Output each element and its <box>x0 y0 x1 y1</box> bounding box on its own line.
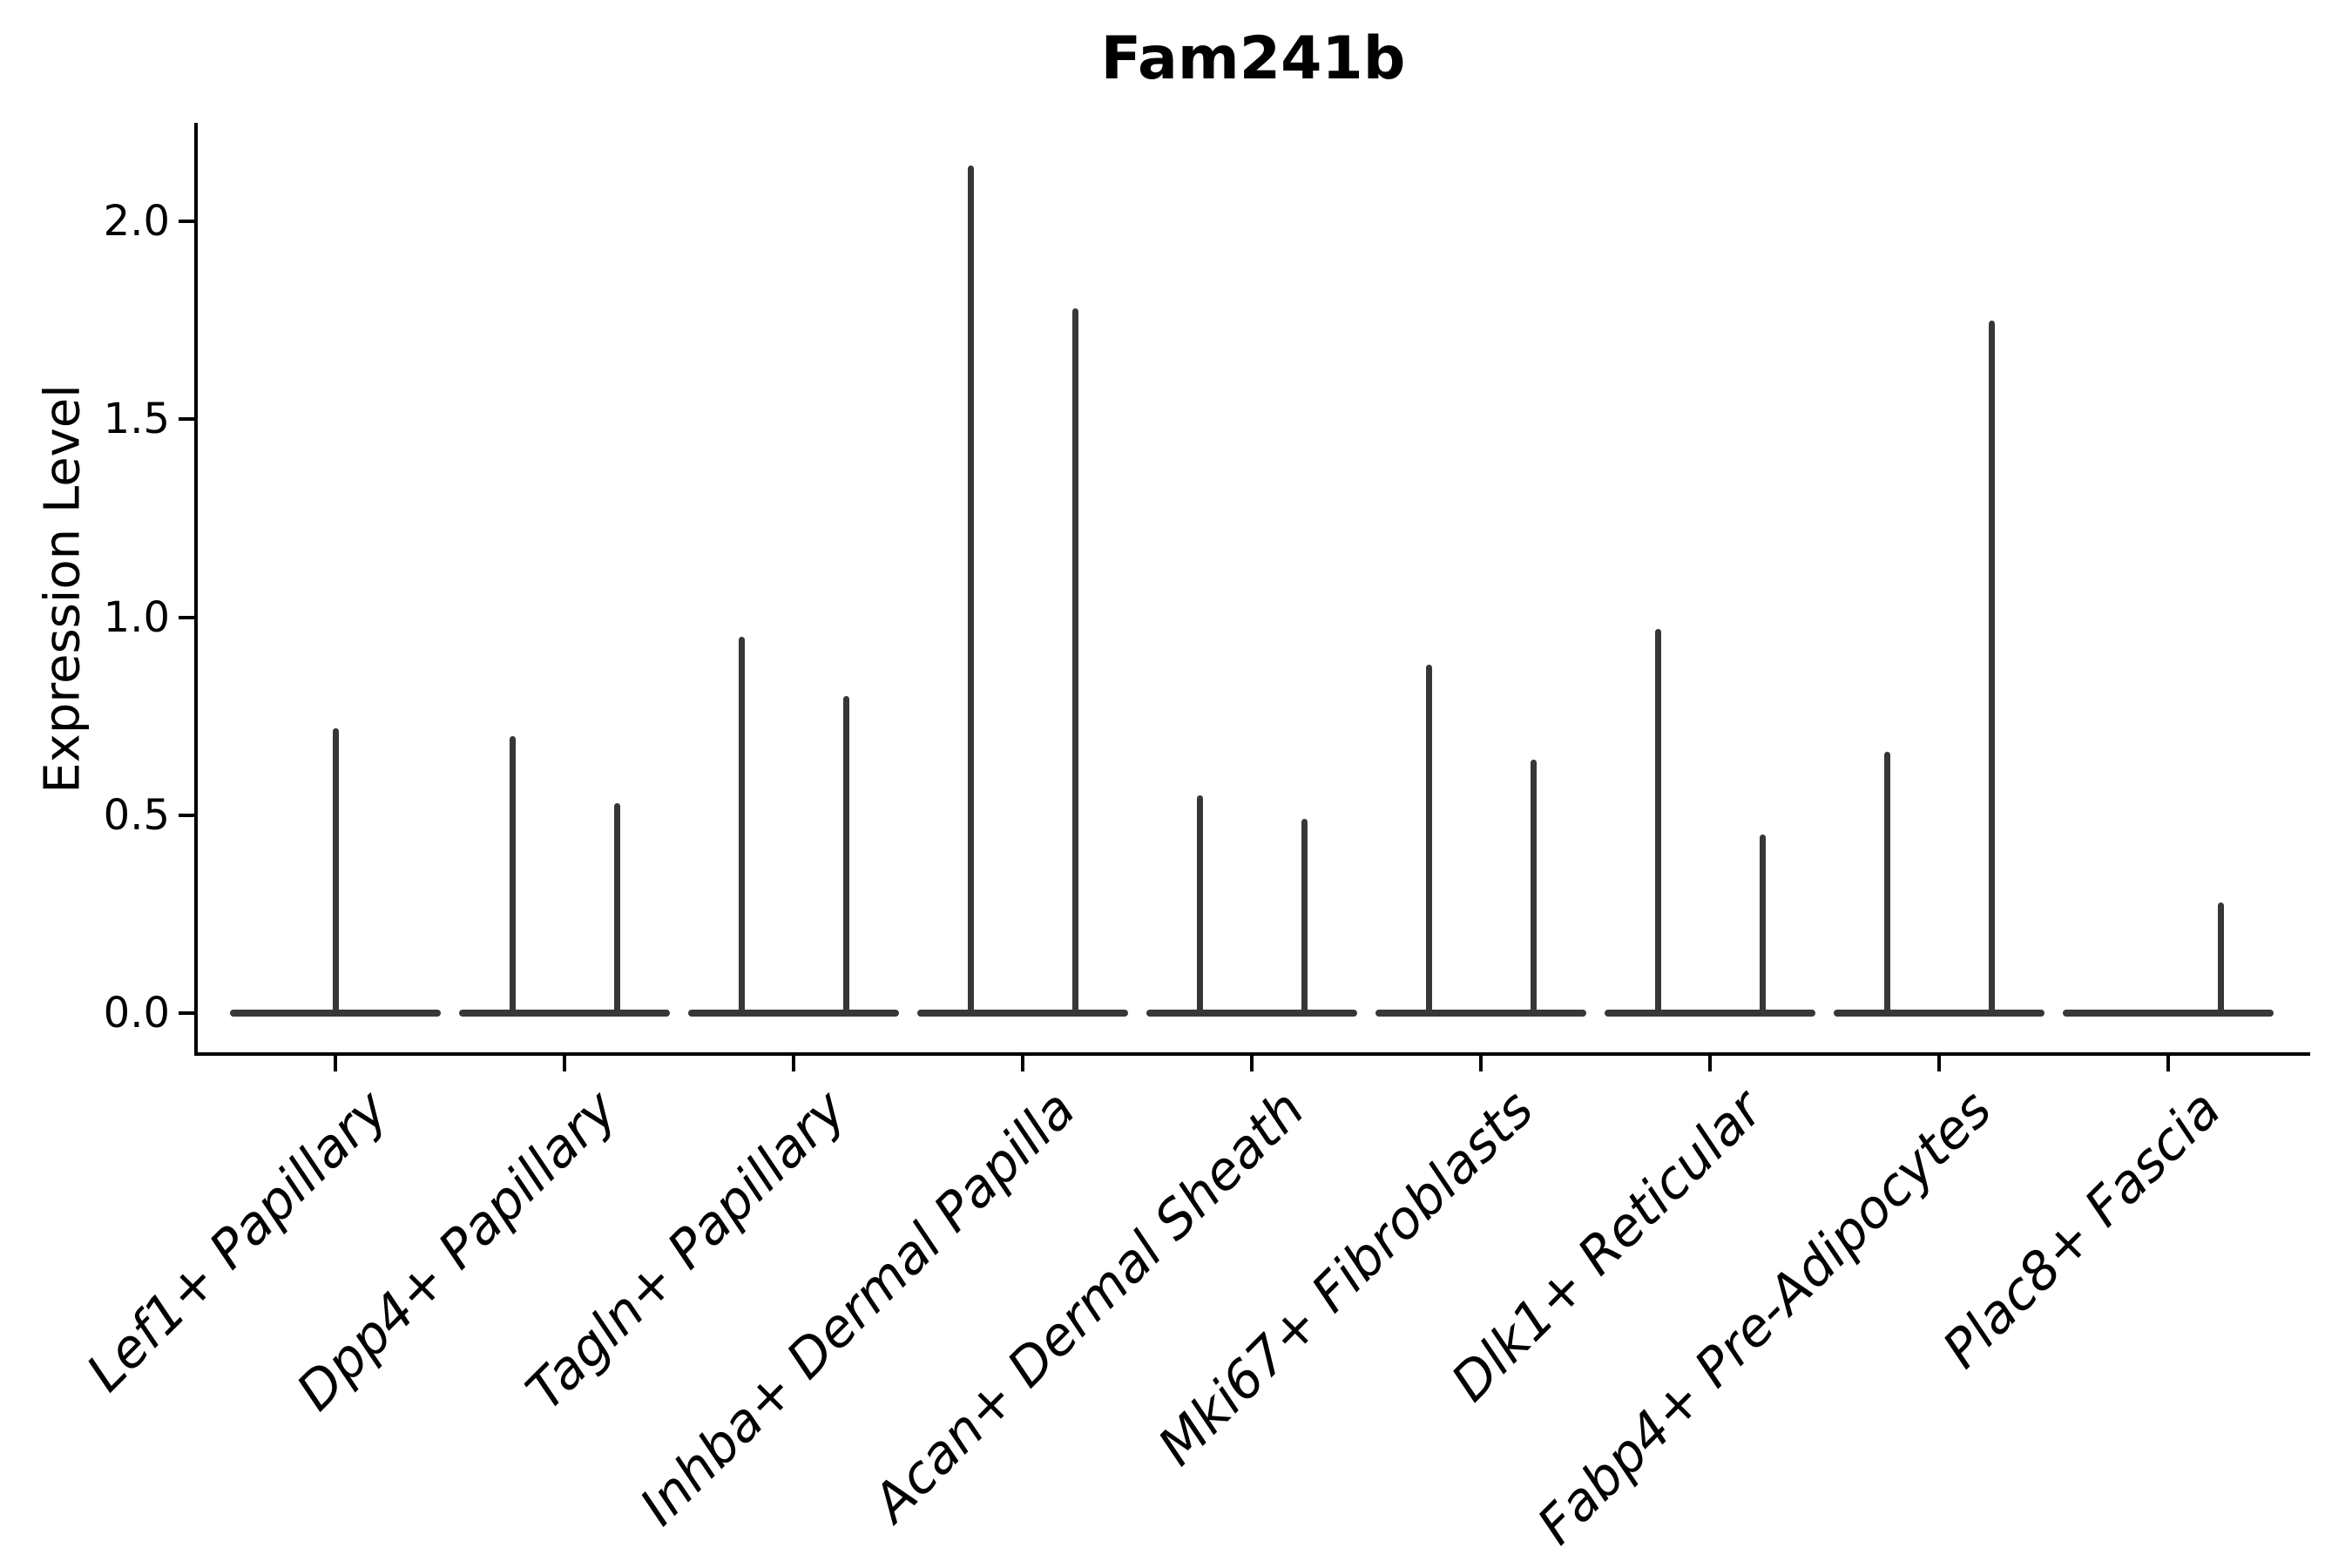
violin-base <box>1375 1010 1586 1017</box>
y-tick-mark <box>179 417 194 421</box>
violin-spike <box>739 637 745 1017</box>
y-tick-label: 1.5 <box>30 398 170 440</box>
violin-spike <box>1531 760 1537 1017</box>
chart-title: Fam241b <box>196 30 2310 89</box>
y-axis-spine <box>194 123 198 1056</box>
violin-spike <box>1655 629 1661 1017</box>
x-tick-mark <box>1250 1056 1254 1071</box>
violin-base <box>1605 1010 1815 1017</box>
violin-spike <box>843 696 849 1017</box>
violin-spike <box>968 166 974 1017</box>
violin-base <box>917 1010 1128 1017</box>
x-tick-mark <box>1708 1056 1712 1071</box>
y-tick-mark <box>179 220 194 223</box>
y-tick-mark <box>179 814 194 817</box>
y-tick-label: 2.0 <box>30 200 170 242</box>
x-tick-mark <box>1021 1056 1024 1071</box>
violin-base <box>1146 1010 1357 1017</box>
violin-spike <box>1884 752 1890 1017</box>
violin-spike <box>2218 902 2224 1017</box>
violin-base <box>2063 1010 2274 1017</box>
violin-base <box>1834 1010 2044 1017</box>
violin-plot-figure: Fam241b Expression Level 0.0 0.5 1.0 1.5 2.0… <box>0 0 2352 1568</box>
violin-spike <box>1301 819 1308 1017</box>
violin-spike <box>1197 795 1203 1017</box>
x-tick-mark <box>792 1056 795 1071</box>
x-tick-mark <box>334 1056 337 1071</box>
violin-spike <box>1760 835 1766 1017</box>
y-tick-label: 0.0 <box>30 992 170 1034</box>
violin-base <box>688 1010 899 1017</box>
y-tick-label: 1.0 <box>30 597 170 639</box>
y-tick-mark <box>179 616 194 619</box>
violin-spike <box>333 728 339 1017</box>
x-tick-mark <box>2166 1056 2170 1071</box>
violin-base <box>459 1010 670 1017</box>
x-tick-mark <box>1479 1056 1483 1071</box>
x-tick-mark <box>563 1056 566 1071</box>
violin-spike <box>1426 665 1432 1017</box>
y-tick-mark <box>179 1011 194 1015</box>
violin-spike <box>1072 308 1078 1017</box>
y-axis-label: Expression Level <box>35 384 91 794</box>
violin-spike <box>1989 321 1995 1017</box>
violin-spike <box>510 736 516 1017</box>
y-tick-label: 0.5 <box>30 794 170 836</box>
x-tick-mark <box>1937 1056 1941 1071</box>
violin-spike <box>614 803 620 1017</box>
